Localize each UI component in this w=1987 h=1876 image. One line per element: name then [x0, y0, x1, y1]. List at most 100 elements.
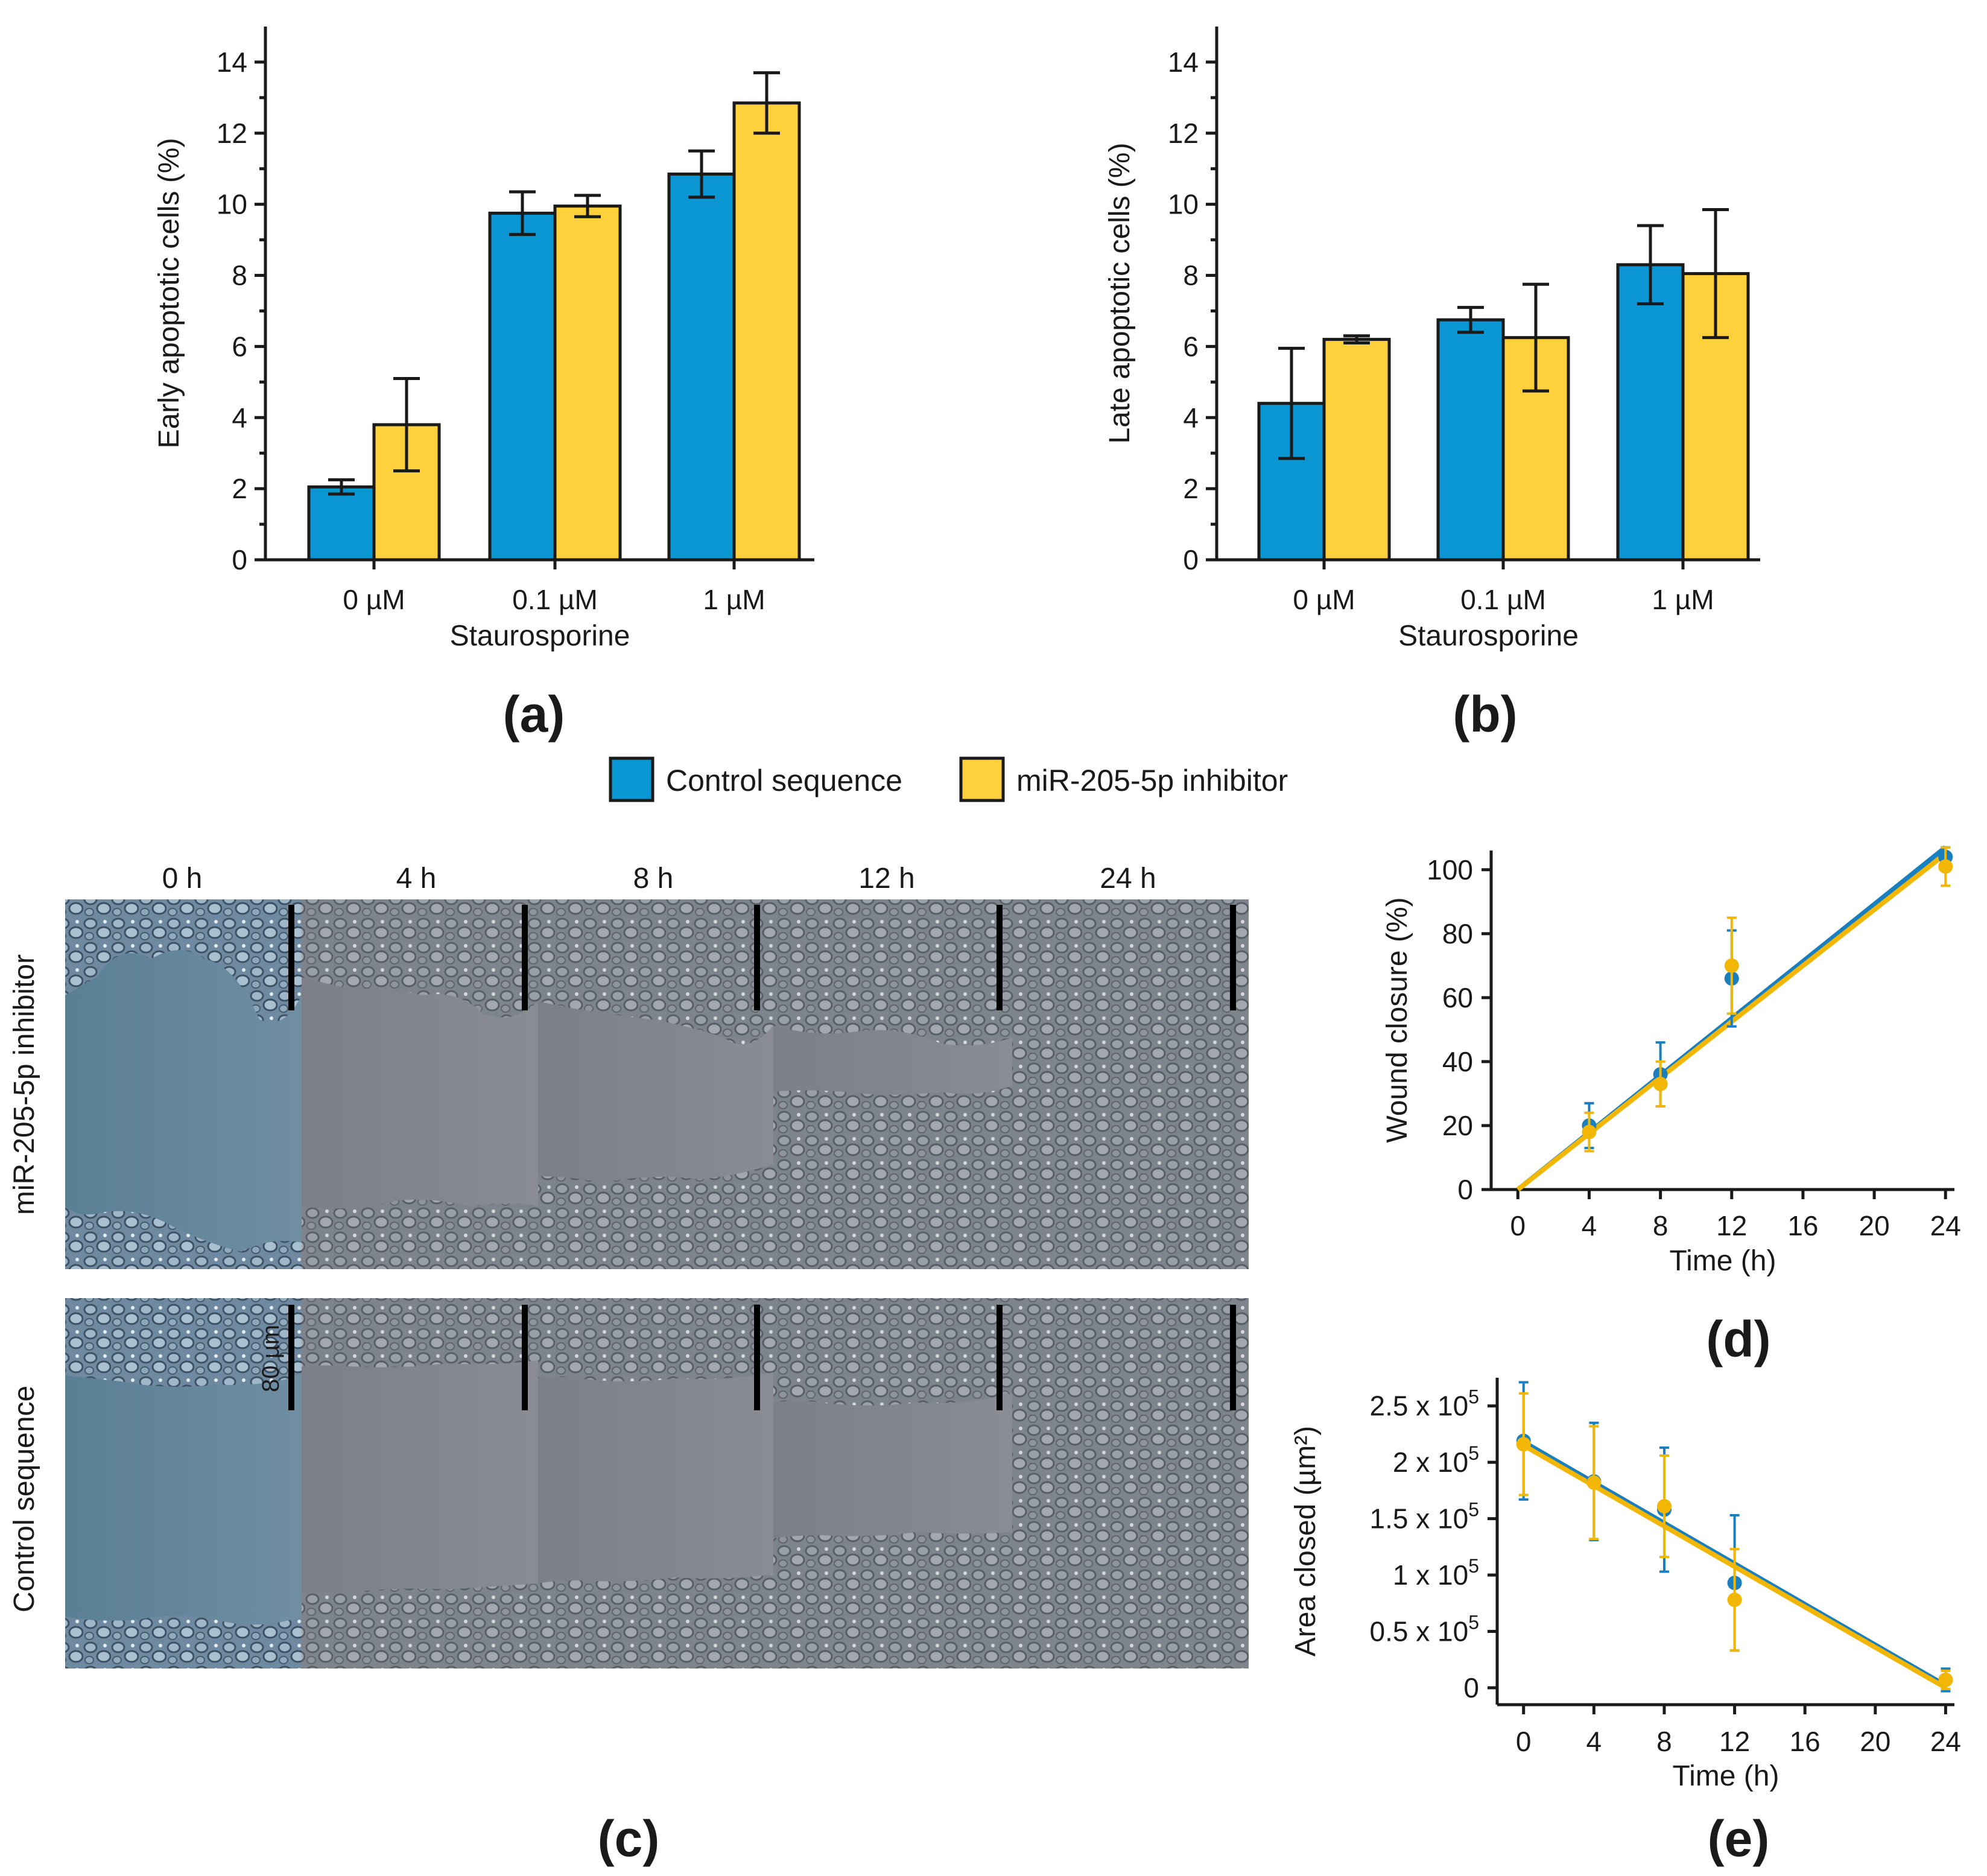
error-bar: [1278, 346, 1305, 460]
data-point-inhibitor: [1516, 1437, 1531, 1452]
x-tick-label: 0: [1510, 1210, 1526, 1241]
time-label-24h: 24 h: [1100, 863, 1156, 895]
y-tick-label: 8: [1183, 260, 1199, 291]
micrograph-inhibitor-0h: [65, 899, 302, 1269]
x-tick-label: 1 µM: [703, 584, 765, 615]
micrograph-control-12h: [773, 1298, 1012, 1668]
y-tick-label: 10: [217, 189, 247, 220]
data-point-inhibitor: [1938, 859, 1953, 874]
error-bar: [1457, 306, 1484, 334]
row-label-inhibitor: miR-205-5p inhibitor: [8, 954, 40, 1215]
micrograph-control-4h: [302, 1298, 538, 1668]
micrograph-row-control: [65, 1298, 1249, 1668]
y-tick-label: 12: [217, 118, 247, 149]
error-bar: [1702, 208, 1729, 340]
time-label-0h: 0 h: [162, 863, 203, 895]
chart-wound-closure: 0 4 8 12 16 20 24 0 20 40 60 80 100 Time (h) Wound clo…: [1381, 845, 1961, 1277]
data-point-inhibitor: [1938, 1672, 1953, 1687]
row-label-control: Control sequence: [8, 1386, 40, 1612]
data-point-inhibitor: [1653, 1077, 1668, 1092]
error-bar: [574, 194, 601, 218]
x-tick-label: 4: [1586, 1726, 1602, 1757]
y-axis-label: Late apoptotic cells (%): [1104, 143, 1136, 444]
y-tick-label: 2: [1183, 473, 1199, 504]
micrograph-control-8h: [538, 1298, 773, 1668]
data-point-inhibitor: [1586, 1475, 1602, 1490]
y-tick-label: 0: [1463, 1672, 1479, 1703]
micrograph-inhibitor-24h: [1012, 899, 1249, 1269]
x-tick-label: 4: [1582, 1210, 1597, 1241]
error-bar: [1523, 282, 1549, 393]
error-bar: [753, 71, 780, 135]
panel-label-d: (d): [1706, 1311, 1770, 1367]
error-bar: [328, 478, 355, 496]
y-tick-label: 4: [1183, 402, 1199, 433]
x-tick-label: 12: [1719, 1726, 1750, 1757]
bar-control: [667, 173, 736, 562]
micrograph-inhibitor-8h: [538, 899, 773, 1269]
y-tick-label: 60: [1442, 982, 1473, 1013]
data-point-inhibitor: [1582, 1124, 1597, 1139]
micrograph-inhibitor-12h: [773, 899, 1012, 1269]
scale-bars: 80 µm: [258, 905, 1236, 1410]
micrograph-control-24h: [1012, 1298, 1249, 1668]
x-tick-label: 12: [1716, 1210, 1747, 1241]
micrograph-inhibitor-4h: [302, 899, 538, 1269]
legend-label-control: Control sequence: [666, 764, 902, 797]
bar-control: [1436, 318, 1505, 562]
bar-inhibitor: [553, 204, 622, 562]
y-tick-label: 0: [1183, 544, 1199, 575]
x-tick-label: 0 µM: [1293, 584, 1355, 615]
x-axis-label: Staurosporine: [1398, 620, 1579, 652]
y-axis-label: Area closed (µm²): [1290, 1426, 1322, 1656]
chart-late-apoptotic: 0 2 4 6 8 10 12 14 0 µM 0.1 µM 1 µM Staurosporine La…: [1104, 27, 1760, 652]
panel-label-a: (a): [503, 686, 565, 743]
x-tick-label: 20: [1859, 1210, 1889, 1241]
scale-bar-label: 80 µm: [258, 1325, 284, 1392]
micrograph-grid: 0 h 4 h 8 h 12 h 24 h miR-205-5p inhibit…: [8, 863, 1249, 1668]
panel-label-b: (b): [1453, 686, 1517, 743]
y-tick-label: 14: [217, 46, 247, 78]
y-tick-label: 8: [232, 260, 247, 291]
y-tick-label: 2.5 x 105: [1370, 1386, 1479, 1422]
y-tick-label: 6: [232, 331, 247, 362]
bar-inhibitor: [1322, 338, 1391, 562]
bar-inhibitor: [1501, 336, 1570, 562]
y-tick-label: 2 x 105: [1393, 1442, 1479, 1478]
x-tick-label: 0 µM: [343, 584, 405, 615]
time-label-8h: 8 h: [633, 863, 674, 895]
y-tick-label: 40: [1442, 1046, 1473, 1077]
y-tick-label: 6: [1183, 331, 1199, 362]
y-tick-label: 1 x 105: [1393, 1555, 1479, 1591]
x-tick-label: 16: [1787, 1210, 1818, 1241]
bar-control: [1616, 263, 1685, 562]
chart-area-closed: 0 4 8 12 16 20 24 0 0.5 x 105 1 x 105 1.5 x 105 2 x…: [1290, 1378, 1961, 1792]
micrograph-control-0h: [65, 1298, 302, 1668]
x-axis-label: Time (h): [1670, 1245, 1776, 1277]
x-tick-label: 0: [1516, 1726, 1532, 1757]
error-bar: [688, 149, 715, 199]
data-point-inhibitor: [1656, 1499, 1672, 1514]
y-tick-label: 4: [232, 402, 247, 433]
x-tick-label: 20: [1860, 1726, 1890, 1757]
y-tick-label: 14: [1168, 46, 1199, 78]
x-tick-label: 8: [1656, 1726, 1672, 1757]
x-tick-label: 8: [1653, 1210, 1669, 1241]
x-tick-label: 16: [1790, 1726, 1821, 1757]
y-axis-label: Wound closure (%): [1381, 897, 1413, 1142]
bar-control: [307, 485, 376, 562]
time-label-4h: 4 h: [396, 863, 437, 895]
y-tick-label: 80: [1442, 918, 1473, 949]
data-point-inhibitor: [1724, 958, 1739, 973]
y-tick-label: 100: [1427, 854, 1473, 886]
y-tick-label: 10: [1168, 189, 1199, 220]
x-axis-label: Staurosporine: [450, 620, 630, 652]
error-bar: [393, 376, 420, 473]
error-bar: [1343, 334, 1370, 345]
data-point-inhibitor: [1727, 1592, 1742, 1608]
x-axis-label: Time (h): [1673, 1760, 1779, 1792]
y-tick-label: 0: [1457, 1174, 1473, 1205]
legend-swatch-control: [609, 756, 654, 802]
y-tick-label: 12: [1168, 118, 1199, 149]
